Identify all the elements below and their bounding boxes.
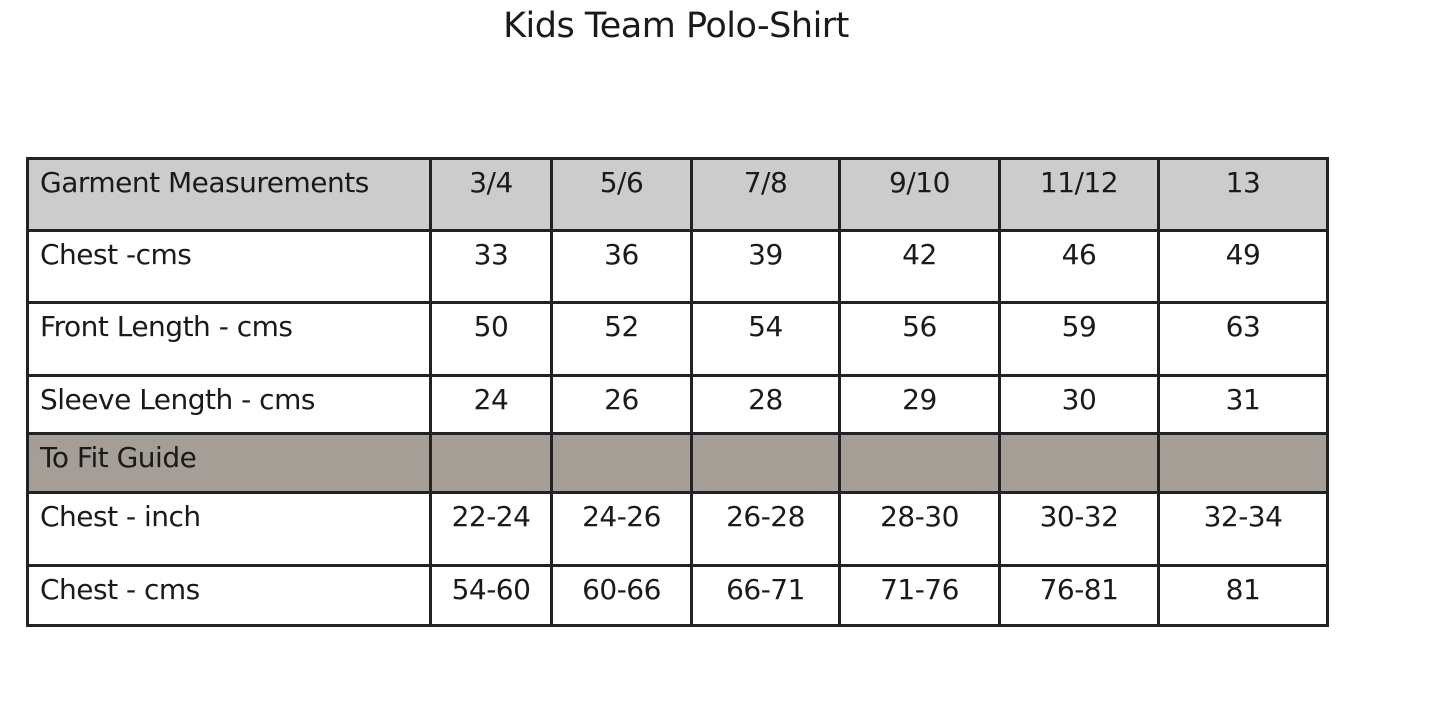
section-row: To Fit Guide xyxy=(26,432,1329,494)
table-cell: 42 xyxy=(838,229,1001,304)
table-cell: 59 xyxy=(998,301,1160,377)
table-cell: 71-76 xyxy=(838,564,1001,627)
table-cell: 28-30 xyxy=(838,491,1001,567)
table-cell: 30 xyxy=(998,374,1160,435)
table-cell: 7/8 xyxy=(690,157,841,232)
table-cell: 49 xyxy=(1157,229,1329,304)
table-cell: 9/10 xyxy=(838,157,1001,232)
empty-cell xyxy=(998,432,1160,494)
row-label: Garment Measurements xyxy=(26,157,432,232)
table-cell: 54 xyxy=(690,301,841,377)
table-cell: 63 xyxy=(1157,301,1329,377)
table-cell: 36 xyxy=(550,229,693,304)
table-cell: 39 xyxy=(690,229,841,304)
table-cell: 32-34 xyxy=(1157,491,1329,567)
table-cell: 52 xyxy=(550,301,693,377)
row-label: Front Length - cms xyxy=(26,301,432,377)
table-cell: 54-60 xyxy=(429,564,553,627)
table-cell: 24 xyxy=(429,374,553,435)
row-label: Sleeve Length - cms xyxy=(26,374,432,435)
table-cell: 31 xyxy=(1157,374,1329,435)
table-cell: 26-28 xyxy=(690,491,841,567)
table-cell: 81 xyxy=(1157,564,1329,627)
table-row: Chest - cms 54-60 60-66 66-71 71-76 76-81 81 xyxy=(26,564,1329,627)
header-row: Garment Measurements 3/4 5/6 7/8 9/10 11/12 13 xyxy=(26,157,1329,232)
empty-cell xyxy=(429,432,553,494)
table-cell: 5/6 xyxy=(550,157,693,232)
table-cell: 26 xyxy=(550,374,693,435)
table-cell: 29 xyxy=(838,374,1001,435)
table-cell: 66-71 xyxy=(690,564,841,627)
table-cell: 3/4 xyxy=(429,157,553,232)
table-cell: 24-26 xyxy=(550,491,693,567)
table-row: Chest -cms 33 36 39 42 46 49 xyxy=(26,229,1329,304)
table-row: Sleeve Length - cms 24 26 28 29 30 31 xyxy=(26,374,1329,435)
table-cell: 30-32 xyxy=(998,491,1160,567)
row-label: Chest - cms xyxy=(26,564,432,627)
page-title: Kids Team Polo-Shirt xyxy=(503,6,849,46)
table-cell: 76-81 xyxy=(998,564,1160,627)
table-cell: 22-24 xyxy=(429,491,553,567)
table-row: Chest - inch 22-24 24-26 26-28 28-30 30-32 32-… xyxy=(26,491,1329,567)
table-cell: 13 xyxy=(1157,157,1329,232)
row-label: Chest -cms xyxy=(26,229,432,304)
table-row: Front Length - cms 50 52 54 56 59 63 xyxy=(26,301,1329,377)
table-cell: 56 xyxy=(838,301,1001,377)
table-cell: 46 xyxy=(998,229,1160,304)
row-label: Chest - inch xyxy=(26,491,432,567)
empty-cell xyxy=(550,432,693,494)
row-label: To Fit Guide xyxy=(26,432,432,494)
table-cell: 28 xyxy=(690,374,841,435)
table-cell: 60-66 xyxy=(550,564,693,627)
empty-cell xyxy=(690,432,841,494)
table-cell: 11/12 xyxy=(998,157,1160,232)
empty-cell xyxy=(1157,432,1329,494)
table-cell: 33 xyxy=(429,229,553,304)
table-cell: 50 xyxy=(429,301,553,377)
size-chart-table: Garment Measurements 3/4 5/6 7/8 9/10 11/12 13… xyxy=(26,157,1329,627)
empty-cell xyxy=(838,432,1001,494)
